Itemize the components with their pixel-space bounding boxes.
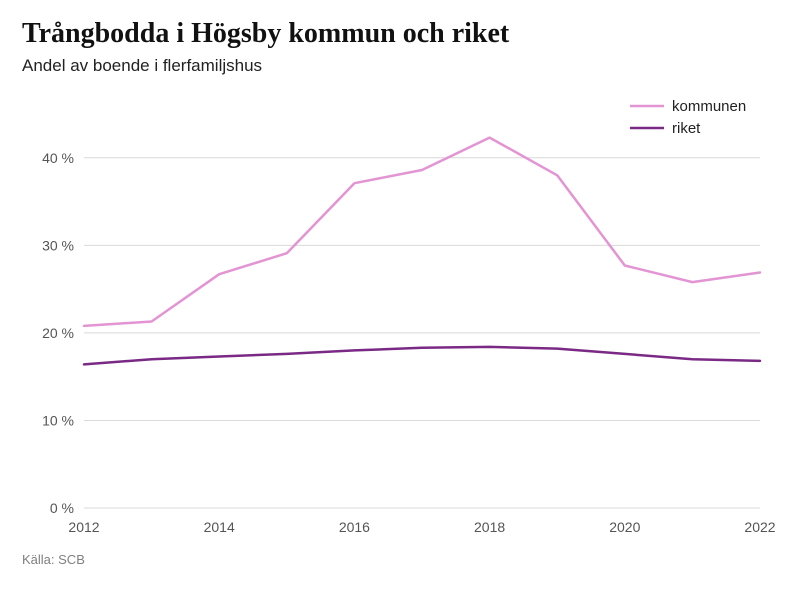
chart-plot-area: 0 % 10 % 20 % 30 % 40 % 2012 2014 2016 2018 2020 2… [22,86,778,546]
y-axis-label: 40 % [42,150,74,166]
x-axis-label: 2018 [474,519,505,535]
y-axis-label: 30 % [42,237,74,253]
chart-container: Trångbodda i Högsby kommun och riket And… [0,0,800,600]
legend-label: riket [672,120,701,137]
chart-svg: 0 % 10 % 20 % 30 % 40 % 2012 2014 2016 2018 2020 2… [22,86,778,546]
chart-subtitle: Andel av boende i flerfamiljshus [22,56,778,76]
y-axis-label: 0 % [50,500,74,516]
legend-label: kommunen [672,98,746,115]
x-axis-label: 2016 [339,519,370,535]
x-axis-label: 2012 [68,519,99,535]
chart-title: Trångbodda i Högsby kommun och riket [22,18,778,50]
series-line-riket [84,347,760,365]
x-axis-label: 2022 [744,519,775,535]
y-axis-label: 20 % [42,325,74,341]
series-line-kommunen [84,138,760,326]
y-axis-label: 10 % [42,412,74,428]
x-axis-label: 2014 [204,519,235,535]
chart-source: Källa: SCB [22,552,778,567]
x-axis-label: 2020 [609,519,640,535]
